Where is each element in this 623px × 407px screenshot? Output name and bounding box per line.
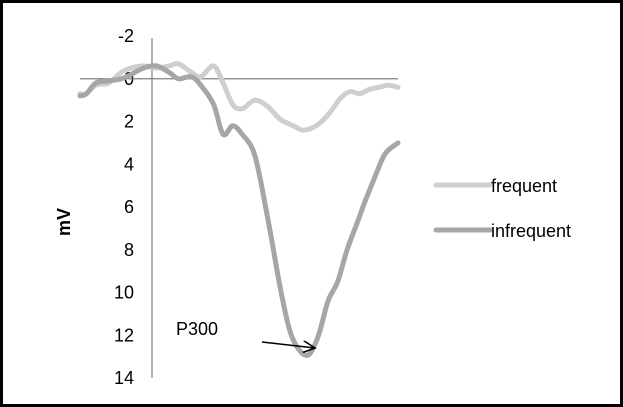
series-layer [77, 61, 401, 358]
legend-item-infrequent: infrequent [433, 221, 571, 241]
y-tick-label: 8 [124, 240, 134, 260]
legend-label-frequent: frequent [491, 176, 557, 196]
y-tick-label: 4 [124, 154, 134, 174]
legend-label-infrequent: infrequent [491, 221, 571, 241]
series-line-frequent [77, 61, 401, 133]
y-tick-label: -2 [118, 26, 134, 46]
legend-item-frequent: frequent [433, 176, 557, 196]
legend: frequent infrequent [433, 176, 571, 241]
y-tick-label: 2 [124, 112, 134, 132]
series-line-infrequent [77, 63, 401, 358]
y-tick-label: 14 [114, 368, 134, 388]
p300-annotation: P300 [176, 319, 315, 348]
p300-label: P300 [176, 319, 218, 339]
y-tick-label: 6 [124, 197, 134, 217]
y-tick-label: 12 [114, 325, 134, 345]
p300-arrow-icon [261, 342, 315, 348]
y-tick-label: 10 [114, 283, 134, 303]
y-axis-label: mV [54, 208, 74, 236]
